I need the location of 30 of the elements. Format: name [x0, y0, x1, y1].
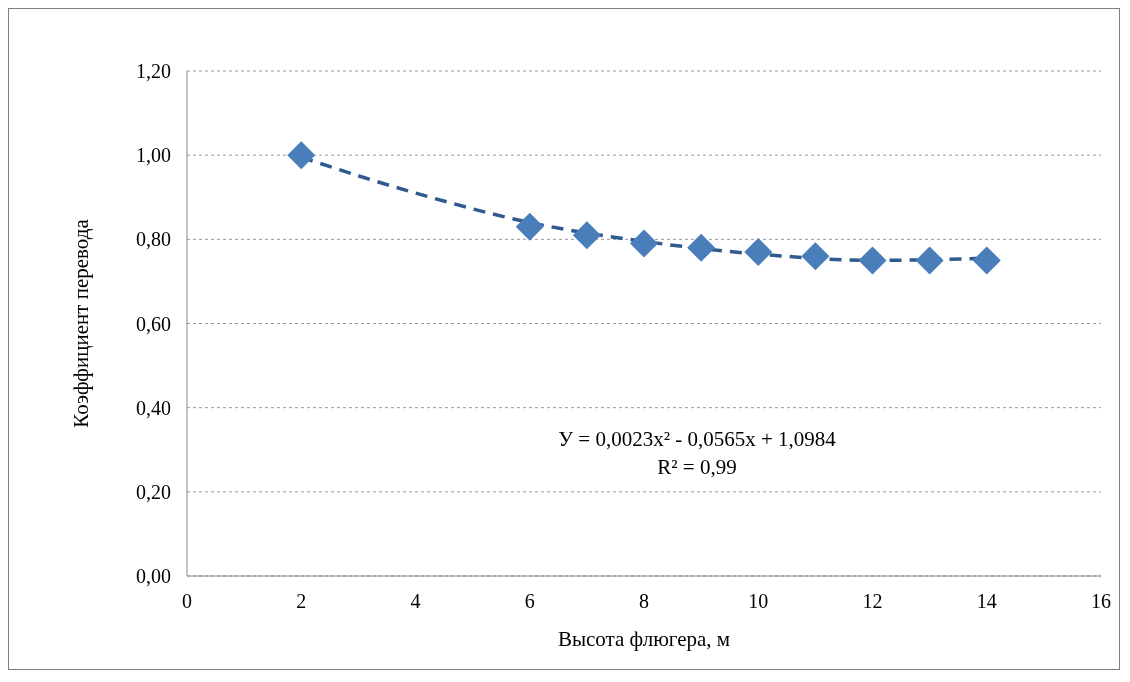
point: [972, 246, 1001, 275]
point: [687, 233, 716, 262]
point: [515, 212, 544, 241]
x-axis-title: Высота флюгера, м: [557, 627, 731, 651]
y-tick-label: 0,40: [136, 396, 171, 419]
x-tick-label: 16: [1091, 590, 1111, 613]
y-tick-label: 0,20: [136, 480, 171, 503]
point: [630, 229, 658, 258]
point: [287, 141, 316, 170]
x-tick-label: 12: [862, 590, 883, 613]
y-tick-label: 0,80: [136, 228, 171, 251]
y-tick-label: 1,20: [136, 60, 171, 83]
x-tick-label: 10: [748, 590, 769, 613]
x-tick-label: 8: [639, 590, 649, 613]
point: [801, 242, 830, 271]
y-tick-label: 1,00: [136, 144, 171, 167]
x-tick-label: 6: [524, 590, 535, 613]
y-axis-title: Коэффициент перевода: [69, 218, 94, 428]
x-tick-label: 4: [410, 590, 421, 613]
y-tick-label: 0,60: [136, 312, 171, 335]
point: [572, 221, 601, 250]
annotation: R² = 0,99: [656, 454, 738, 481]
y-tick-label: 0,00: [136, 565, 171, 588]
point: [915, 246, 944, 275]
x-tick-label: 14: [976, 590, 997, 613]
point: [858, 246, 887, 275]
x-tick-label: 2: [296, 590, 307, 613]
point: [744, 237, 773, 266]
x-tick-label: 0: [182, 590, 192, 613]
annotation: У = 0,0023x² - 0,0565x + 1,0984: [557, 426, 837, 453]
